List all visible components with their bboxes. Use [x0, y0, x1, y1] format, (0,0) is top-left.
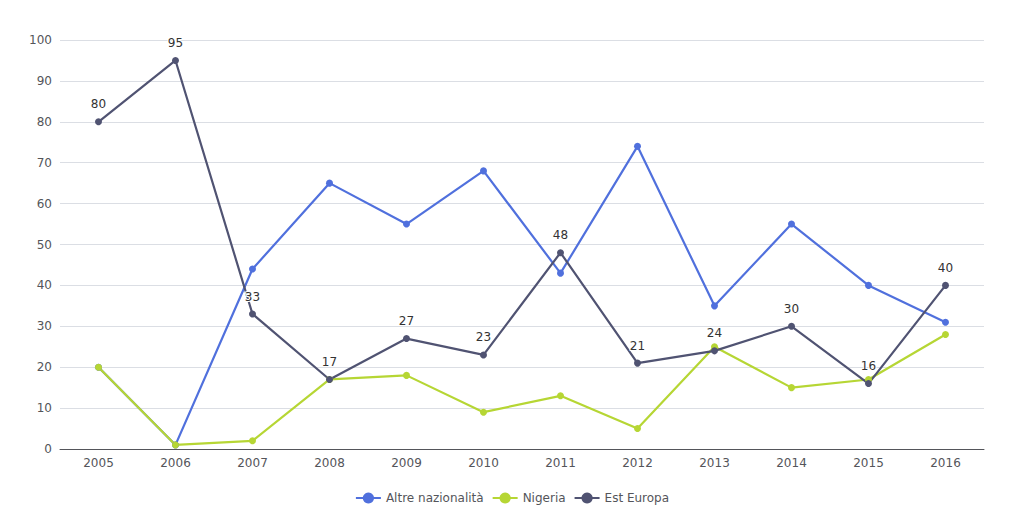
svg-text:70: 70 [37, 156, 52, 170]
svg-text:90: 90 [37, 74, 52, 88]
svg-text:80: 80 [37, 115, 52, 129]
svg-text:30: 30 [784, 302, 799, 316]
svg-text:17: 17 [322, 355, 337, 369]
svg-text:23: 23 [476, 330, 491, 344]
svg-text:100: 100 [29, 33, 52, 47]
svg-text:Est Europa: Est Europa [605, 491, 670, 505]
svg-text:95: 95 [168, 36, 183, 50]
svg-text:Altre nazionalità: Altre nazionalità [386, 491, 484, 505]
svg-text:40: 40 [37, 278, 52, 292]
svg-text:50: 50 [37, 238, 52, 252]
svg-text:2005: 2005 [83, 456, 114, 470]
svg-text:60: 60 [37, 197, 52, 211]
svg-text:48: 48 [553, 228, 568, 242]
svg-text:30: 30 [37, 319, 52, 333]
svg-text:2013: 2013 [699, 456, 730, 470]
svg-text:20: 20 [37, 360, 52, 374]
svg-text:80: 80 [91, 97, 106, 111]
svg-text:2006: 2006 [160, 456, 191, 470]
svg-text:2011: 2011 [545, 456, 576, 470]
svg-text:2010: 2010 [468, 456, 499, 470]
svg-text:10: 10 [37, 401, 52, 415]
svg-text:0: 0 [44, 442, 52, 456]
svg-text:16: 16 [861, 359, 876, 373]
svg-text:40: 40 [938, 261, 953, 275]
svg-text:33: 33 [245, 290, 260, 304]
svg-text:2007: 2007 [237, 456, 268, 470]
svg-text:24: 24 [707, 326, 722, 340]
svg-text:2015: 2015 [853, 456, 884, 470]
svg-text:2008: 2008 [314, 456, 345, 470]
svg-text:2016: 2016 [930, 456, 961, 470]
svg-text:21: 21 [630, 339, 645, 353]
svg-text:2009: 2009 [391, 456, 422, 470]
svg-text:27: 27 [399, 314, 414, 328]
svg-text:Nigeria: Nigeria [523, 491, 566, 505]
svg-text:2012: 2012 [622, 456, 653, 470]
svg-text:2014: 2014 [776, 456, 807, 470]
